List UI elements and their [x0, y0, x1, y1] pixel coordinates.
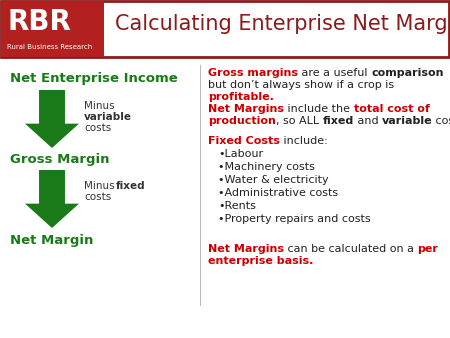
Text: comparison: comparison	[371, 68, 444, 78]
Text: but don’t always show if a crop is: but don’t always show if a crop is	[208, 80, 394, 90]
Text: Fixed Costs: Fixed Costs	[208, 136, 280, 146]
Text: •Machinery costs: •Machinery costs	[218, 162, 315, 172]
Text: production: production	[208, 116, 276, 126]
Text: per: per	[418, 244, 438, 254]
Bar	[1, 1, 449, 57]
Text: variable: variable	[382, 116, 432, 126]
Text: variable: variable	[84, 112, 132, 122]
Text: •Labour: •Labour	[218, 149, 263, 159]
Text: are a useful: are a useful	[298, 68, 371, 78]
Bar	[1, 1, 104, 57]
Polygon shape	[25, 90, 79, 148]
Text: enterprise basis.: enterprise basis.	[208, 256, 313, 266]
Text: Minus: Minus	[84, 181, 118, 191]
Text: •Administrative costs: •Administrative costs	[218, 188, 338, 198]
Text: profitable.: profitable.	[208, 92, 274, 102]
Text: costs.: costs.	[432, 116, 450, 126]
Text: fixed: fixed	[116, 181, 146, 191]
Text: •Property repairs and costs: •Property repairs and costs	[218, 214, 371, 224]
Text: •Water & electricity: •Water & electricity	[218, 175, 328, 185]
Text: costs: costs	[84, 123, 111, 133]
Text: Gross Margin: Gross Margin	[10, 153, 109, 166]
Text: •Rents: •Rents	[218, 201, 256, 211]
Text: Net Margins: Net Margins	[208, 104, 284, 114]
Text: can be calculated on a: can be calculated on a	[284, 244, 418, 254]
Text: Net Margin: Net Margin	[10, 234, 94, 247]
Text: RBR: RBR	[7, 8, 71, 36]
Text: , so ALL: , so ALL	[276, 116, 323, 126]
Text: Gross margins: Gross margins	[208, 68, 298, 78]
Text: Calculating Enterprise Net Margins: Calculating Enterprise Net Margins	[115, 14, 450, 34]
Text: include:: include:	[280, 136, 328, 146]
Text: Net Margins: Net Margins	[208, 244, 284, 254]
Polygon shape	[25, 170, 79, 228]
Text: Rural Business Research: Rural Business Research	[7, 44, 92, 50]
Text: and: and	[354, 116, 382, 126]
Text: include the: include the	[284, 104, 354, 114]
Text: Minus: Minus	[84, 101, 115, 111]
Text: fixed: fixed	[323, 116, 354, 126]
Text: costs: costs	[84, 192, 111, 202]
Text: total cost of: total cost of	[354, 104, 429, 114]
Text: Net Enterprise Income: Net Enterprise Income	[10, 72, 178, 85]
